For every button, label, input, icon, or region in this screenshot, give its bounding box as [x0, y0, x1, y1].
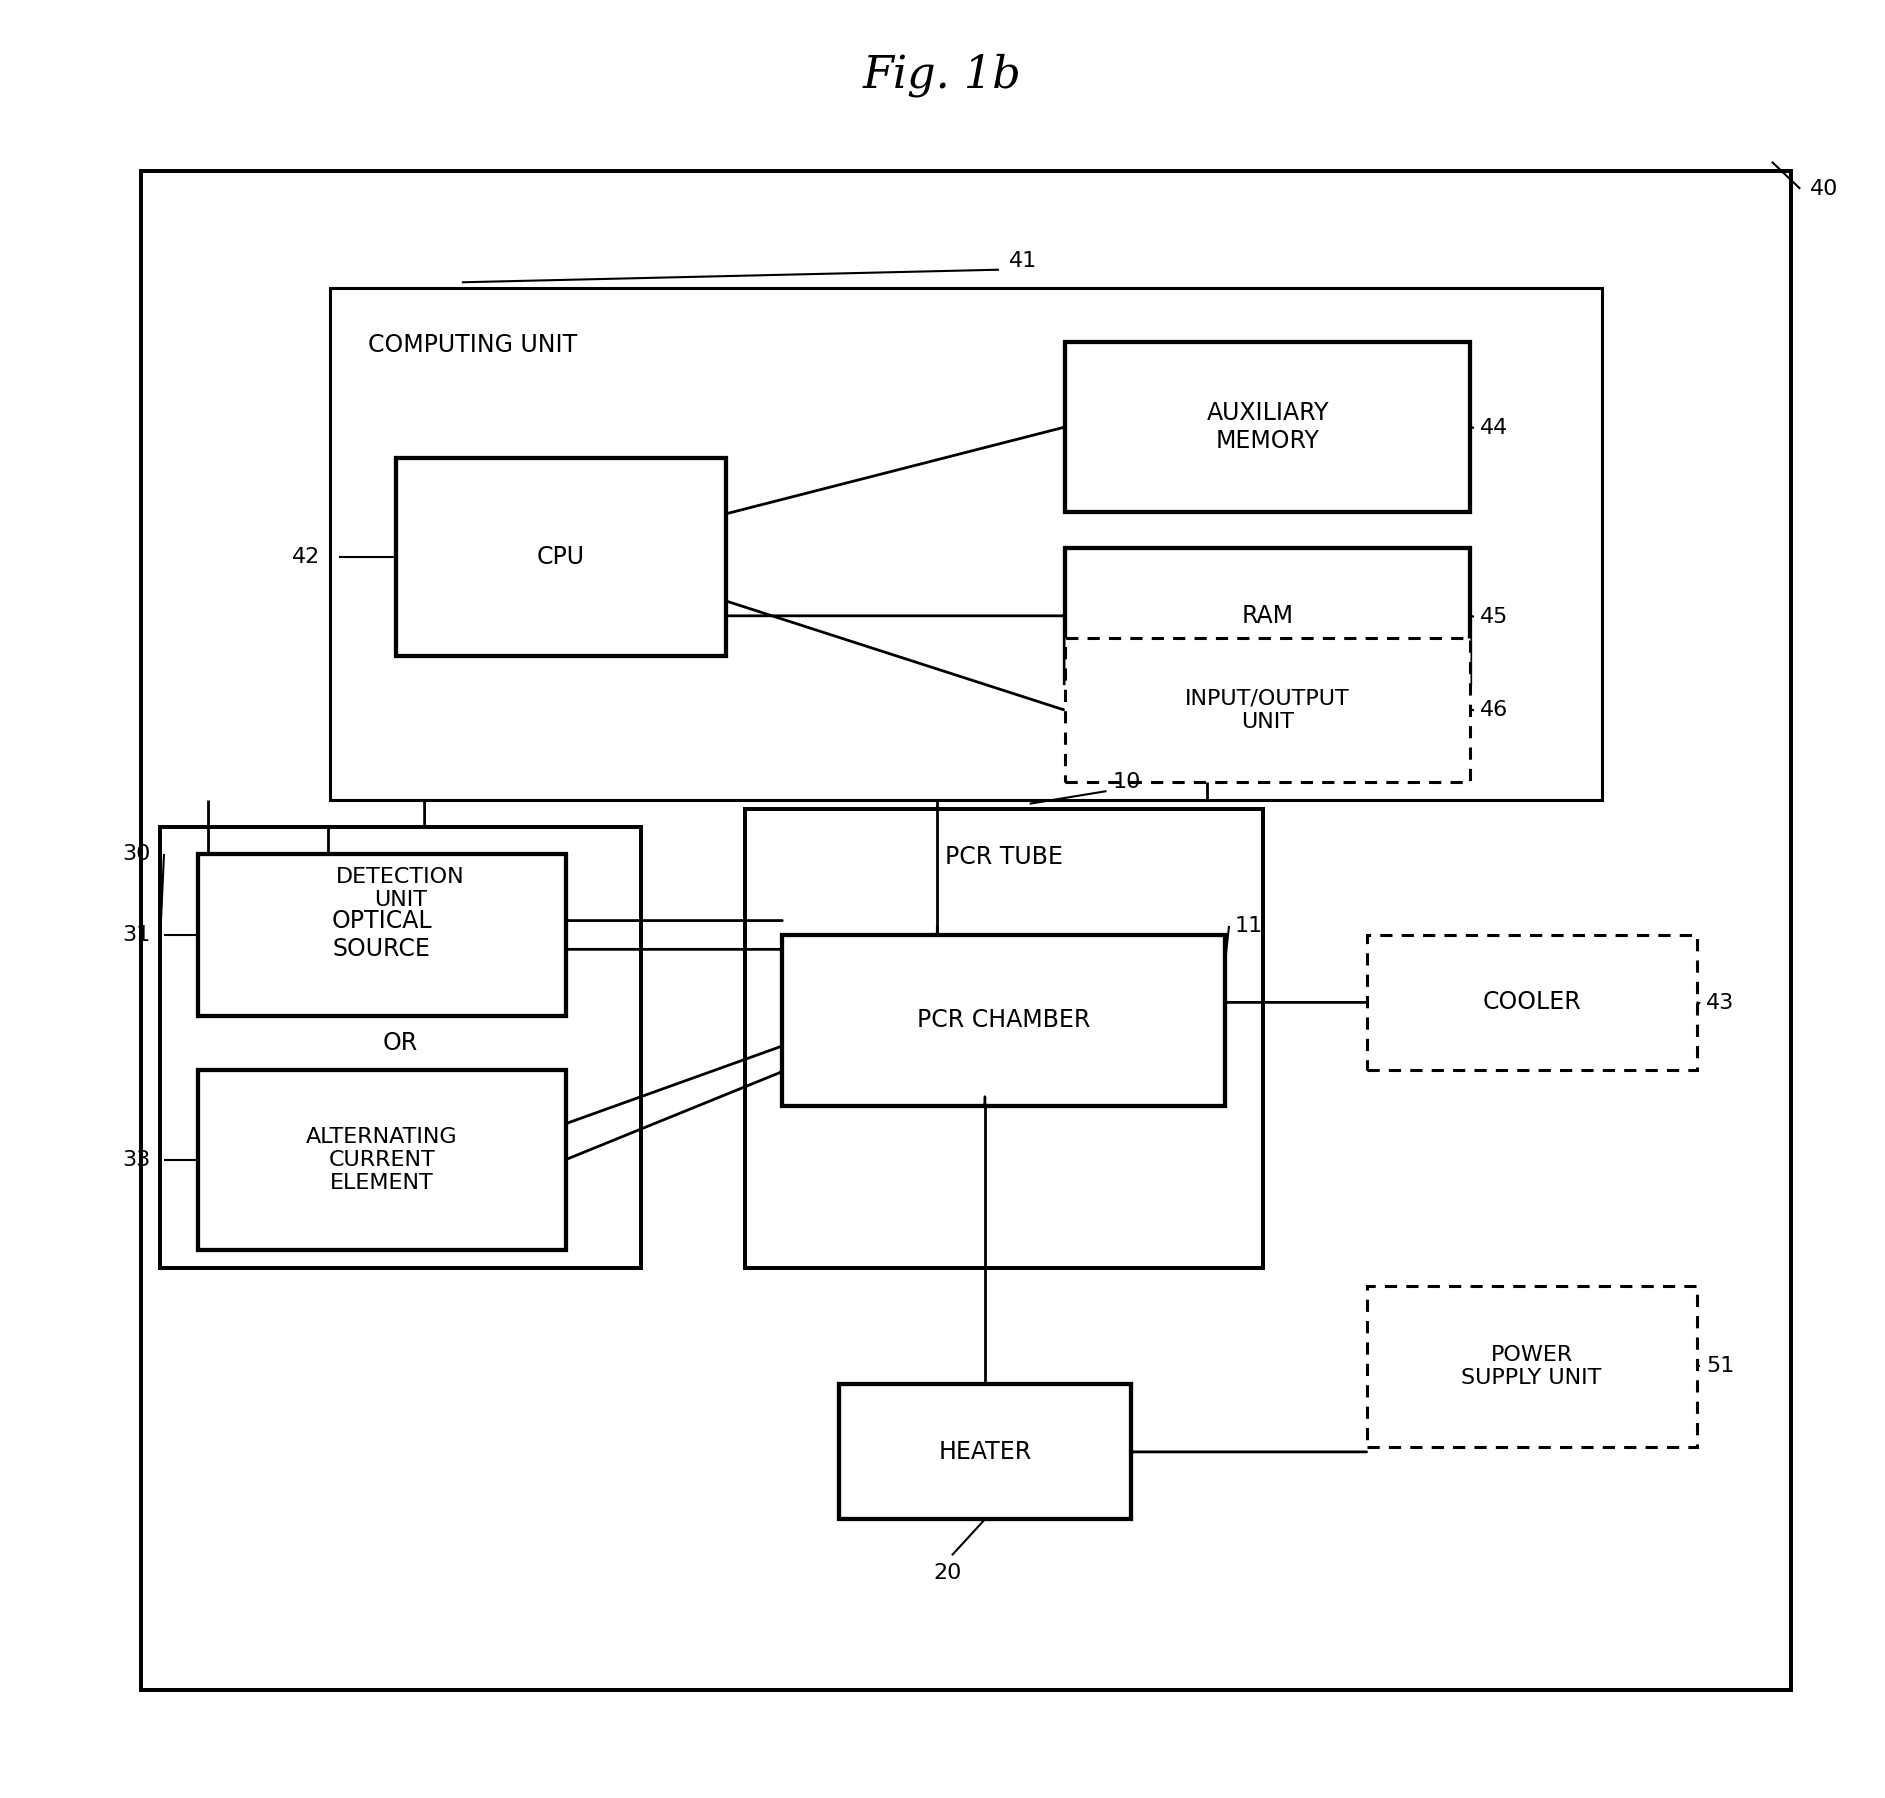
Text: PCR TUBE: PCR TUBE — [944, 845, 1063, 868]
Text: COMPUTING UNIT: COMPUTING UNIT — [368, 333, 577, 356]
FancyBboxPatch shape — [1367, 1286, 1696, 1447]
Text: 51: 51 — [1706, 1356, 1734, 1377]
FancyBboxPatch shape — [839, 1384, 1131, 1519]
Text: 11: 11 — [1235, 915, 1263, 937]
Text: CPU: CPU — [537, 545, 584, 570]
Text: 30: 30 — [123, 843, 151, 865]
Text: 33: 33 — [123, 1149, 151, 1170]
Text: COOLER: COOLER — [1482, 991, 1582, 1014]
Text: INPUT/OUTPUT
UNIT: INPUT/OUTPUT UNIT — [1186, 689, 1350, 732]
Text: 41: 41 — [1008, 250, 1037, 271]
FancyBboxPatch shape — [745, 809, 1263, 1268]
Text: HEATER: HEATER — [939, 1440, 1031, 1464]
Text: AUXILIARY
MEMORY: AUXILIARY MEMORY — [1206, 401, 1329, 453]
Text: DETECTION
UNIT: DETECTION UNIT — [336, 867, 466, 910]
Text: 45: 45 — [1480, 606, 1508, 628]
Text: Fig. 1b: Fig. 1b — [863, 54, 1022, 97]
FancyBboxPatch shape — [141, 171, 1791, 1690]
FancyBboxPatch shape — [1065, 638, 1470, 782]
Text: 42: 42 — [292, 547, 320, 568]
Text: PCR CHAMBER: PCR CHAMBER — [918, 1009, 1090, 1032]
Text: 31: 31 — [123, 924, 151, 946]
Text: 10: 10 — [1112, 771, 1140, 793]
Text: ALTERNATING
CURRENT
ELEMENT: ALTERNATING CURRENT ELEMENT — [305, 1127, 458, 1192]
FancyBboxPatch shape — [198, 854, 566, 1016]
FancyBboxPatch shape — [198, 1070, 566, 1250]
Text: POWER
SUPPLY UNIT: POWER SUPPLY UNIT — [1461, 1345, 1602, 1388]
Text: 44: 44 — [1480, 417, 1508, 439]
FancyBboxPatch shape — [396, 458, 726, 656]
Text: 40: 40 — [1810, 178, 1838, 200]
FancyBboxPatch shape — [1065, 342, 1470, 512]
FancyBboxPatch shape — [782, 935, 1225, 1106]
Text: 20: 20 — [933, 1562, 961, 1584]
Text: OPTICAL
SOURCE: OPTICAL SOURCE — [332, 910, 432, 960]
Text: 43: 43 — [1706, 992, 1734, 1014]
Text: 46: 46 — [1480, 699, 1508, 721]
FancyBboxPatch shape — [330, 288, 1602, 800]
FancyBboxPatch shape — [1065, 548, 1470, 683]
FancyBboxPatch shape — [1367, 935, 1696, 1070]
Text: RAM: RAM — [1242, 604, 1293, 628]
Text: OR: OR — [383, 1030, 418, 1055]
FancyBboxPatch shape — [160, 827, 641, 1268]
